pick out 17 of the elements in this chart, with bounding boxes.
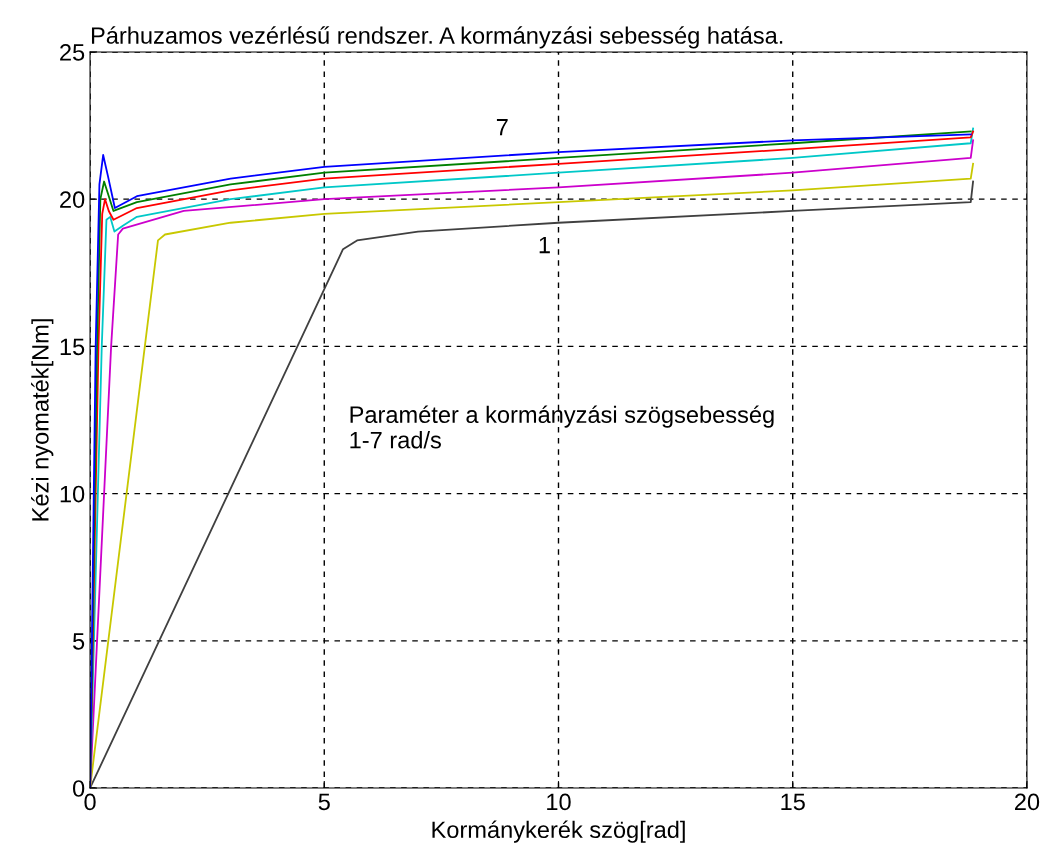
x-tick-label: 20 (1015, 793, 1040, 811)
y-tick-label: 15 (60, 338, 85, 356)
annotation: 1 (539, 236, 550, 254)
x-axis-title: Kormánykerék szög[rad] (432, 820, 685, 843)
y-tick-label: 25 (60, 44, 85, 61)
y-axis-title: Kézi nyomaték[Nm] (31, 319, 54, 521)
chart-title: Párhuzamos vezérlésű rendszer. A kormányzási sebesség hatása. (91, 26, 783, 49)
y-tick-label: 10 (60, 485, 85, 503)
annotation: Paraméter a kormányzási szögsebesség 1-7 rad/s (350, 405, 774, 449)
annotation: 7 (496, 119, 508, 136)
x-tick-label: 10 (547, 793, 571, 811)
x-tick-label: 0 (84, 793, 96, 811)
y-tick-label: 20 (60, 191, 85, 208)
y-tick-label: 5 (73, 633, 85, 650)
y-tick-label: 0 (72, 780, 85, 797)
x-tick-label: 15 (781, 793, 805, 811)
x-tick-label: 5 (318, 793, 330, 811)
